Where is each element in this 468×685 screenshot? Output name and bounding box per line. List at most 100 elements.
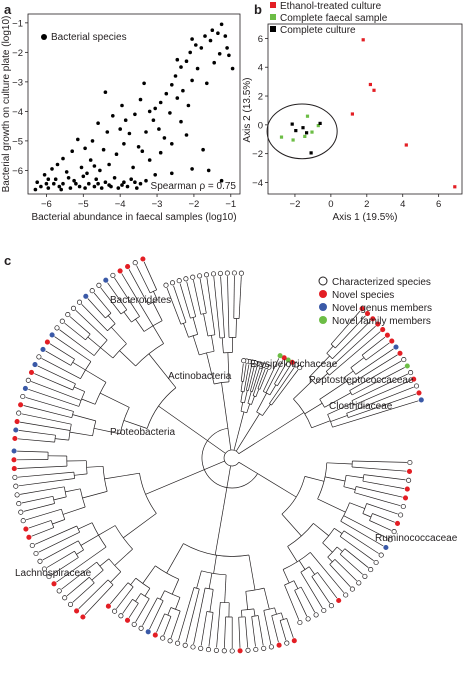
tree-leaf: [32, 362, 38, 368]
tree-branch: [23, 503, 55, 512]
panel-c-legend: Characterized species Novel species Nove…: [318, 276, 432, 327]
tree-branch-arc: [349, 390, 353, 396]
tree-branch: [85, 369, 107, 383]
tree-branch: [183, 323, 189, 338]
tree-branch: [93, 292, 112, 314]
tree-branch: [84, 584, 114, 616]
tree-branch: [156, 613, 165, 633]
tree-branch: [317, 498, 346, 513]
species-point: [181, 88, 185, 93]
species-point: [144, 178, 148, 183]
tree-leaf: [18, 402, 24, 408]
species-point: [59, 187, 63, 192]
tree-leaf: [197, 273, 203, 279]
tree-leaf: [293, 362, 299, 368]
species-point: [96, 121, 100, 125]
tree-branch: [21, 413, 72, 425]
species-point: [151, 118, 156, 122]
clade-label-actinobacteria: Actinobacteria: [168, 371, 232, 382]
tree-leaf: [297, 365, 303, 371]
ethanol-treated-point: [453, 185, 457, 189]
tree-leaf: [182, 642, 188, 648]
tree-branch: [87, 336, 101, 348]
tree-leaf: [203, 272, 210, 278]
tree-branch: [20, 486, 65, 495]
tree-leaf: [284, 640, 290, 646]
tree-leaf: [13, 483, 19, 489]
tree-leaf: [11, 457, 17, 463]
legend-characterized-label: Characterized species: [332, 277, 431, 288]
tree-branch-arc: [252, 395, 257, 398]
tree-branch: [351, 367, 405, 396]
tree-leaf: [11, 448, 17, 454]
panel-a-ticks: −6 −5 −4 −3 −2 −1 −6 −5 −4 −3 −2 −1: [12, 18, 236, 210]
tree-leaf: [105, 603, 111, 609]
species-point: [217, 52, 222, 56]
panel-b-ytick-label: −4: [252, 178, 263, 189]
tree-branch: [308, 355, 330, 378]
species-point: [147, 158, 152, 162]
tree-branch: [269, 384, 277, 396]
species-point: [136, 145, 141, 149]
tree-branch: [28, 520, 52, 529]
tree-leaf: [241, 358, 247, 364]
tree-branch: [311, 420, 331, 429]
species-point: [230, 66, 235, 71]
tree-branch: [208, 573, 213, 589]
legend-novel-genus-label: Novel genus members: [332, 303, 432, 314]
tree-branch: [332, 320, 371, 359]
tree-branch-arc: [339, 548, 346, 555]
panel-a-xtick-label: −5: [78, 199, 89, 210]
tree-leaf: [276, 642, 282, 648]
tree-branch: [255, 388, 260, 397]
tree-branch: [111, 326, 127, 344]
tree-branch: [51, 557, 79, 576]
tree-branch: [159, 590, 165, 600]
tree-branch-arc: [131, 316, 140, 323]
tree-leaf: [356, 580, 362, 586]
tree-leaf: [28, 369, 35, 375]
tree-branch: [190, 460, 225, 476]
tree-branch: [193, 587, 206, 645]
tree-branch: [19, 421, 71, 431]
tree-leaf: [46, 573, 52, 580]
tree-branch: [238, 617, 241, 648]
complete-culture-point: [318, 121, 322, 125]
tree-branch: [17, 471, 74, 478]
tree-branch: [158, 405, 200, 436]
tree-branch: [100, 347, 114, 359]
tree-leaf: [169, 280, 176, 286]
tree-branch: [203, 313, 209, 337]
tree-branch: [329, 331, 381, 376]
tree-branch-arc: [354, 486, 357, 493]
tree-branch: [298, 560, 306, 570]
tree-branch-arc: [274, 383, 278, 387]
tree-branch: [335, 315, 366, 349]
tree-leaf: [401, 357, 407, 363]
tree-leaf: [13, 427, 19, 433]
tree-branch: [17, 465, 68, 469]
tree-branch: [34, 373, 73, 391]
tree-branch: [293, 380, 313, 400]
tree-branch: [247, 391, 252, 404]
species-point: [168, 111, 172, 115]
tree-branch: [322, 542, 333, 553]
tree-branch: [123, 420, 148, 429]
tree-leaf: [368, 567, 374, 573]
species-point: [61, 181, 65, 186]
tree-leaf: [210, 271, 217, 277]
tree-branch: [152, 302, 163, 321]
tree-branch: [300, 586, 316, 613]
tree-leaf: [380, 327, 386, 333]
tree-branch: [152, 325, 164, 344]
tree-branch: [352, 460, 407, 463]
legend-faecal-marker: [270, 14, 276, 20]
tree-branch-arc: [105, 312, 112, 319]
tree-branch: [31, 527, 54, 537]
ethanol-treated-point: [404, 143, 408, 147]
tree-branch: [294, 590, 308, 617]
tree-branch: [199, 434, 226, 454]
tree-branch: [99, 392, 130, 408]
tree-branch: [343, 486, 356, 490]
tree-branch: [49, 343, 75, 360]
